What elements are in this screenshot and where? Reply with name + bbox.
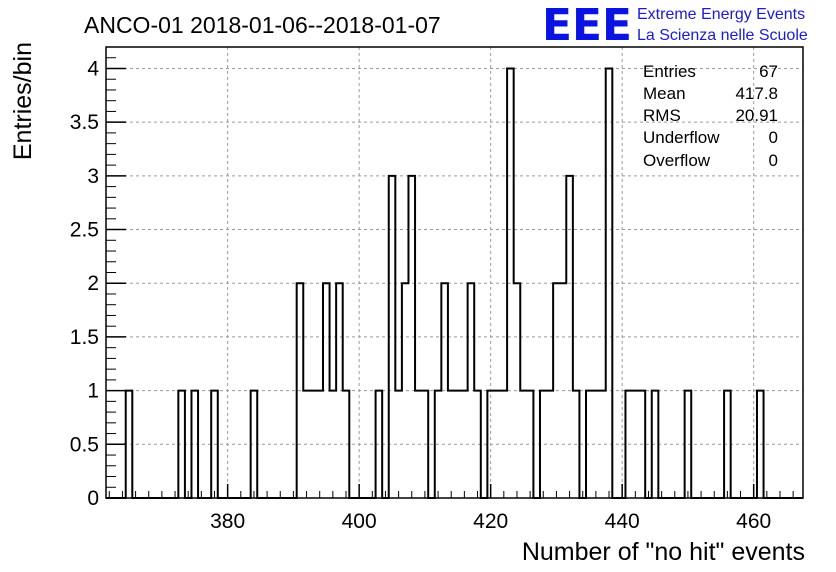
stats-entries-value: 67 <box>759 62 778 81</box>
x-axis-label: Number of "no hit" events <box>522 538 805 566</box>
eee-logo: EEE Extreme Energy Events La Scienza nel… <box>542 0 808 51</box>
stats-box: Entries 67 Mean 417.8 RMS 20.91 Underflo… <box>643 62 778 170</box>
stats-underflow-label: Underflow <box>643 128 720 147</box>
stats-overflow-label: Overflow <box>643 151 711 170</box>
stats-rms-label: RMS <box>643 106 681 125</box>
y-tick-label: 3.5 <box>70 111 99 134</box>
x-axis-ticks: 380 400 420 440 460 <box>108 484 794 533</box>
logo-line-1: Extreme Energy Events <box>637 6 805 23</box>
x-tick-label: 400 <box>342 510 377 533</box>
y-tick-label: 1.5 <box>70 326 99 349</box>
stats-mean-value: 417.8 <box>735 84 778 103</box>
x-tick-label: 460 <box>736 510 771 533</box>
y-tick-label: 3 <box>87 165 99 188</box>
y-tick-label: 2.5 <box>70 219 99 242</box>
stats-overflow-value: 0 <box>769 151 778 170</box>
y-tick-label: 1 <box>87 380 99 403</box>
stats-mean-label: Mean <box>643 84 686 103</box>
y-tick-label: 4 <box>87 57 99 80</box>
x-tick-label: 380 <box>210 510 245 533</box>
eee-logo-mark: EEE <box>542 0 632 51</box>
x-tick-label: 420 <box>473 510 508 533</box>
stats-entries-label: Entries <box>643 62 696 81</box>
y-tick-label: 2 <box>87 272 99 295</box>
y-tick-label: 0 <box>87 487 99 510</box>
plot-frame <box>105 46 804 499</box>
stats-underflow-value: 0 <box>769 128 778 147</box>
stats-rms-value: 20.91 <box>735 106 778 125</box>
logo-line-2: La Scienza nelle Scuole <box>637 27 808 44</box>
x-tick-label: 440 <box>605 510 640 533</box>
y-axis-label: Entries/bin <box>9 42 37 160</box>
y-axis-ticks: 0 0.5 1 1.5 2 2.5 3 3.5 4 <box>70 46 126 510</box>
chart-title: ANCO-01 2018-01-06--2018-01-07 <box>84 12 441 38</box>
y-tick-label: 0.5 <box>70 433 99 456</box>
